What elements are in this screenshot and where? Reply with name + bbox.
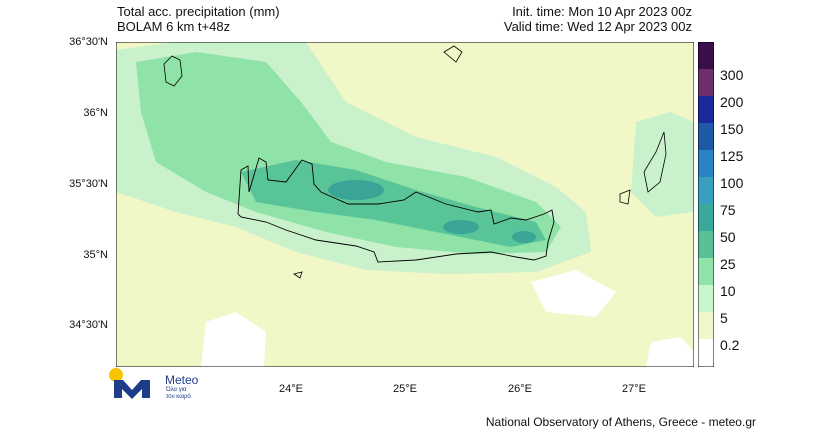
precip-zone-dark-2 (443, 220, 479, 234)
colorbar-swatch-11 (698, 339, 714, 367)
logo-tagline-2: τον καιρό (166, 394, 191, 400)
precipitation-map (116, 42, 694, 367)
logo-tagline-1: Όλα για (166, 387, 187, 393)
colorbar-swatch-8 (698, 258, 714, 285)
precip-zone-dark-1 (328, 180, 384, 200)
colorbar-swatch-1 (698, 69, 714, 96)
lat-label-35-30: 35°30'N (69, 178, 108, 190)
colorbar-swatch-6 (698, 204, 714, 231)
colorbar-label-10: 10 (720, 283, 736, 299)
colorbar-label-200: 200 (720, 94, 744, 110)
lat-label-35: 35°N (83, 249, 108, 261)
precip-zone-dark-3 (512, 231, 536, 243)
map-title: Total acc. precipitation (mm) (117, 4, 280, 19)
colorbar-swatch-5 (698, 177, 714, 204)
lat-label-36-30: 36°30'N (69, 36, 108, 48)
dry-zone-3 (646, 337, 694, 367)
colorbar-label-5: 5 (720, 310, 728, 326)
island-gavdos (293, 271, 303, 279)
dry-zone-1 (201, 312, 266, 367)
meteo-logo-icon (109, 368, 150, 399)
colorbar (698, 42, 714, 367)
colorbar-swatch-4 (698, 150, 714, 177)
island-rhodes (643, 131, 667, 193)
valid-time: Valid time: Wed 12 Apr 2023 00z (503, 19, 692, 34)
lon-label-26: 26°E (508, 383, 532, 395)
crete-coastline (237, 157, 555, 263)
colorbar-label-300: 300 (720, 67, 744, 83)
lon-label-25: 25°E (393, 383, 417, 395)
init-time: Init. time: Mon 10 Apr 2023 00z (512, 4, 692, 19)
colorbar-swatch-10 (698, 312, 714, 339)
island-north-west (163, 55, 183, 87)
lon-label-27: 27°E (622, 383, 646, 395)
island-karpathos (619, 189, 631, 205)
colorbar-swatch-9 (698, 285, 714, 312)
colorbar-label-100: 100 (720, 175, 744, 191)
colorbar-swatch-3 (698, 123, 714, 150)
colorbar-swatch-2 (698, 96, 714, 123)
colorbar-label-0-2: 0.2 (720, 337, 740, 353)
lon-label-24: 24°E (279, 383, 303, 395)
lat-label-36: 36°N (83, 107, 108, 119)
precip-zone-light-east (631, 112, 694, 217)
colorbar-label-25: 25 (720, 256, 736, 272)
footer-credit: National Observatory of Athens, Greece -… (485, 415, 756, 429)
colorbar-label-50: 50 (720, 229, 736, 245)
island-north (443, 45, 463, 63)
colorbar-label-75: 75 (720, 202, 736, 218)
dry-zone-2 (531, 270, 616, 317)
lat-label-34-30: 34°30'N (69, 319, 108, 331)
colorbar-label-150: 150 (720, 121, 744, 137)
logo-name: Meteo (165, 373, 199, 387)
colorbar-swatch-7 (698, 231, 714, 258)
colorbar-swatch-0 (698, 42, 714, 69)
model-subtitle: BOLAM 6 km t+48z (117, 19, 231, 34)
colorbar-label-125: 125 (720, 148, 744, 164)
